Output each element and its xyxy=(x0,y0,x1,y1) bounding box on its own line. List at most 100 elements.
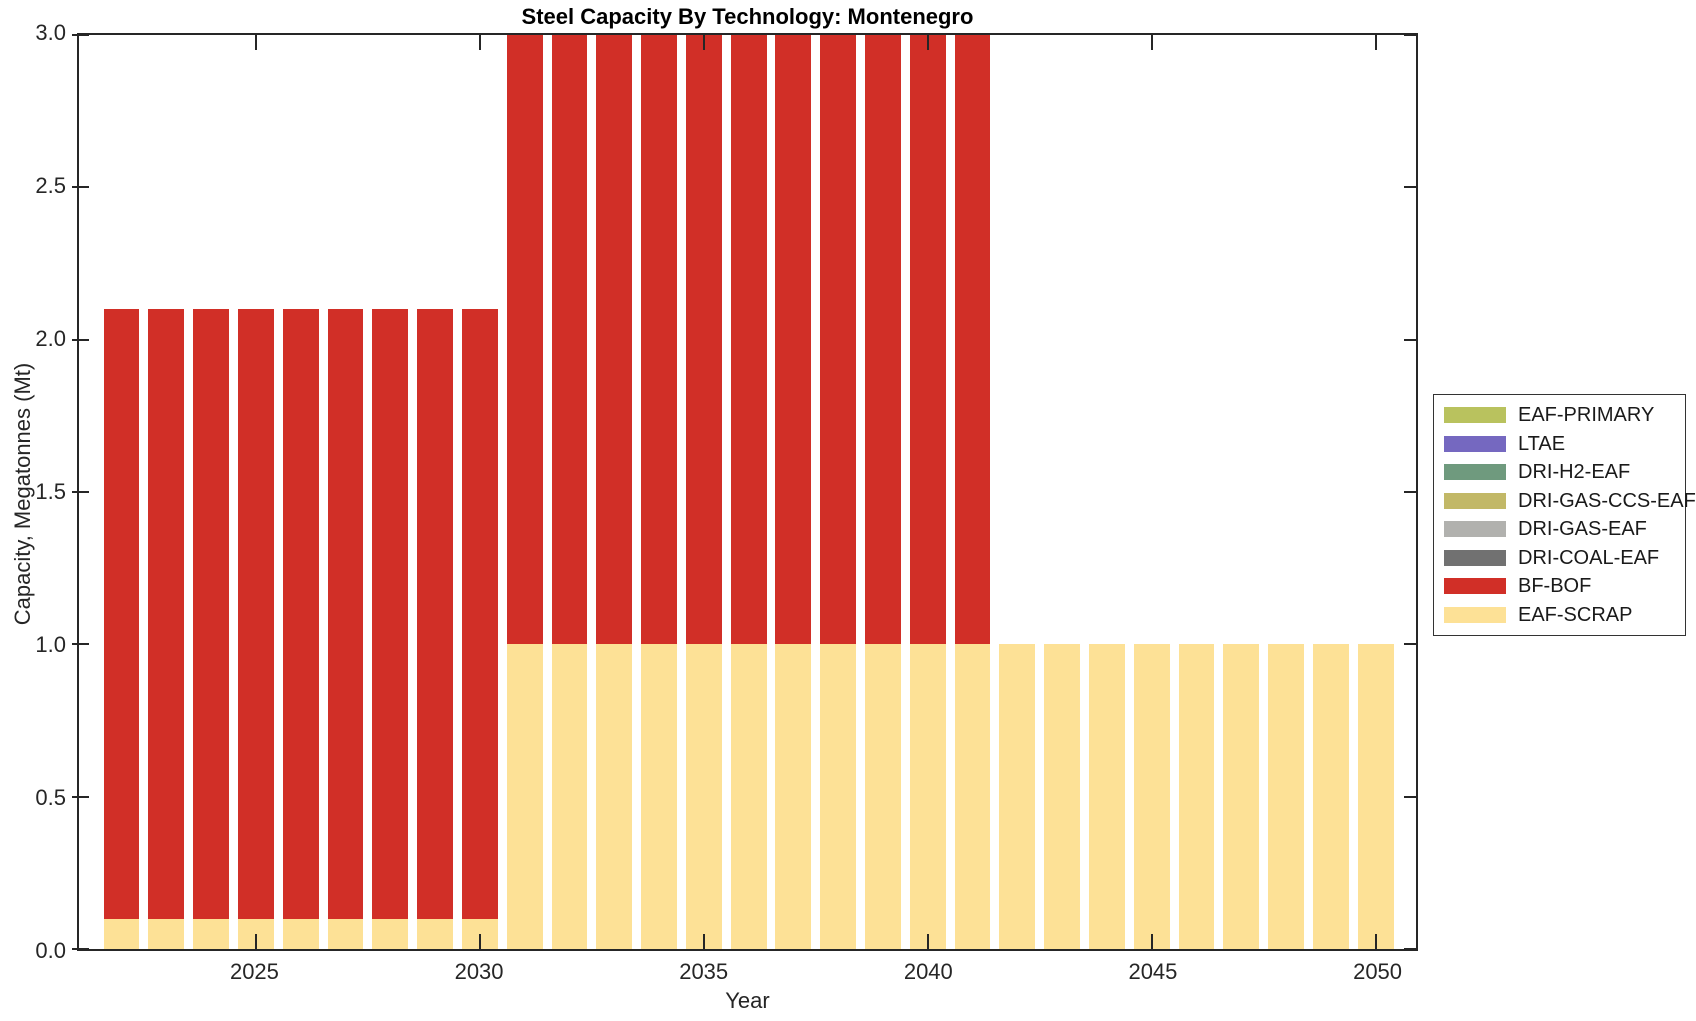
y-axis-label: Capacity, Megatonnes (Mt) xyxy=(10,362,35,626)
bar-2043 xyxy=(1044,35,1081,949)
bar-2036 xyxy=(730,35,767,949)
bar-segment-eaf-scrap xyxy=(1223,644,1260,949)
x-tick-bottom xyxy=(1374,934,1377,949)
x-tick-top xyxy=(702,35,705,50)
plot-area xyxy=(72,33,1418,951)
y-tick-right xyxy=(1404,186,1416,189)
bar-segment-eaf-scrap xyxy=(641,644,677,949)
bar-segment-bf-bof xyxy=(685,35,722,645)
bar-2041 xyxy=(954,35,991,949)
bar-segment-eaf-scrap xyxy=(193,918,230,949)
bar-segment-bf-bof xyxy=(865,35,901,645)
legend-item-dri-gas-eaf: DRI-GAS-EAF xyxy=(1444,519,1675,539)
bar-segment-eaf-scrap xyxy=(775,644,812,949)
bar-segment-eaf-scrap xyxy=(999,644,1036,949)
x-tick-label: 2040 xyxy=(903,959,953,984)
bar-segment-bf-bof xyxy=(775,35,812,645)
legend-item-dri-coal-eaf: DRI-COAL-EAF xyxy=(1444,548,1675,568)
bar-2038 xyxy=(820,35,857,949)
y-tick-right xyxy=(1404,643,1416,646)
x-tick-top xyxy=(1374,35,1377,50)
bar-segment-bf-bof xyxy=(820,35,857,645)
y-tick-label: 3.0 xyxy=(35,20,66,45)
bar-segment-eaf-scrap xyxy=(596,644,633,949)
y-tick-left xyxy=(72,34,89,36)
bar-segment-eaf-scrap xyxy=(1133,644,1170,949)
y-tick-left xyxy=(72,338,89,341)
y-tick-right xyxy=(1404,795,1416,798)
y-tick-label: 1.0 xyxy=(35,632,66,657)
legend-swatch xyxy=(1444,521,1506,537)
bar-2050 xyxy=(1357,35,1394,949)
bar-2033 xyxy=(596,35,633,949)
bar-segment-eaf-scrap xyxy=(417,918,453,949)
bar-segment-eaf-scrap xyxy=(1357,644,1394,949)
bar-2045 xyxy=(1133,35,1170,949)
bar-2028 xyxy=(372,35,409,949)
bar-segment-bf-bof xyxy=(148,309,185,919)
bar-2030 xyxy=(461,35,498,949)
bar-2049 xyxy=(1312,35,1349,949)
legend-swatch xyxy=(1444,464,1506,480)
x-tick-top xyxy=(478,35,481,50)
legend-label: DRI-H2-EAF xyxy=(1518,461,1631,483)
bar-2024 xyxy=(193,35,230,949)
bar-segment-bf-bof xyxy=(282,309,319,919)
y-tick-label: 2.5 xyxy=(35,173,66,198)
legend-swatch xyxy=(1444,549,1506,566)
bar-2037 xyxy=(775,35,812,949)
bar-segment-eaf-scrap xyxy=(103,918,140,949)
bar-2042 xyxy=(999,35,1036,949)
x-tick-top xyxy=(254,35,257,50)
bar-segment-eaf-scrap xyxy=(551,644,588,949)
bar-2029 xyxy=(417,35,453,949)
bar-segment-eaf-scrap xyxy=(1268,644,1305,949)
legend-label: EAF-SCRAP xyxy=(1518,603,1633,626)
bar-segment-eaf-scrap xyxy=(820,644,857,949)
x-tick-bottom xyxy=(1150,934,1153,949)
x-tick-label: 2050 xyxy=(1353,959,1403,984)
y-tick-right xyxy=(1404,948,1416,950)
y-tick-left xyxy=(72,948,89,950)
bar-segment-bf-bof xyxy=(193,309,230,919)
bar-segment-eaf-scrap xyxy=(148,918,185,949)
legend-item-dri-h2-eaf: DRI-H2-EAF xyxy=(1444,462,1675,482)
bar-2044 xyxy=(1089,35,1125,949)
legend-item-bf-bof: BF-BOF xyxy=(1444,576,1675,596)
legend-swatch xyxy=(1444,435,1506,452)
y-tick-right xyxy=(1404,491,1416,493)
bar-segment-bf-bof xyxy=(551,35,588,645)
x-tick-label: 2045 xyxy=(1128,959,1178,984)
bar-segment-eaf-scrap xyxy=(685,644,722,949)
bar-segment-eaf-scrap xyxy=(1089,644,1125,949)
bar-segment-eaf-scrap xyxy=(327,918,364,949)
bar-segment-bf-bof xyxy=(909,35,946,645)
bar-2027 xyxy=(327,35,364,949)
legend-swatch xyxy=(1444,407,1506,423)
legend-swatch xyxy=(1444,606,1506,623)
bar-segment-bf-bof xyxy=(327,309,364,919)
y-tick-right xyxy=(1404,338,1416,341)
x-axis-label: Year xyxy=(725,988,770,1013)
bar-2032 xyxy=(551,35,588,949)
bar-2048 xyxy=(1268,35,1305,949)
y-tick-left xyxy=(72,491,89,493)
legend-item-eaf-primary: EAF-PRIMARY xyxy=(1444,405,1675,425)
x-tick-label: 2030 xyxy=(454,959,504,984)
legend-label: EAF-PRIMARY xyxy=(1518,404,1655,426)
bar-segment-bf-bof xyxy=(954,35,991,645)
bar-segment-eaf-scrap xyxy=(909,644,946,949)
bar-segment-eaf-scrap xyxy=(954,644,991,949)
bar-segment-eaf-scrap xyxy=(865,644,901,949)
bar-segment-eaf-scrap xyxy=(1044,644,1081,949)
x-tick-bottom xyxy=(926,934,929,949)
bar-segment-eaf-scrap xyxy=(1312,644,1349,949)
x-tick-label: 2025 xyxy=(229,959,279,984)
legend-label: DRI-GAS-CCS-EAF xyxy=(1518,489,1696,512)
x-tick-label: 2035 xyxy=(679,959,729,984)
x-tick-top xyxy=(1150,35,1153,50)
bar-segment-bf-bof xyxy=(506,35,543,645)
x-tick-bottom xyxy=(254,934,257,949)
bar-segment-bf-bof xyxy=(730,35,767,645)
bar-segment-bf-bof xyxy=(641,35,677,645)
